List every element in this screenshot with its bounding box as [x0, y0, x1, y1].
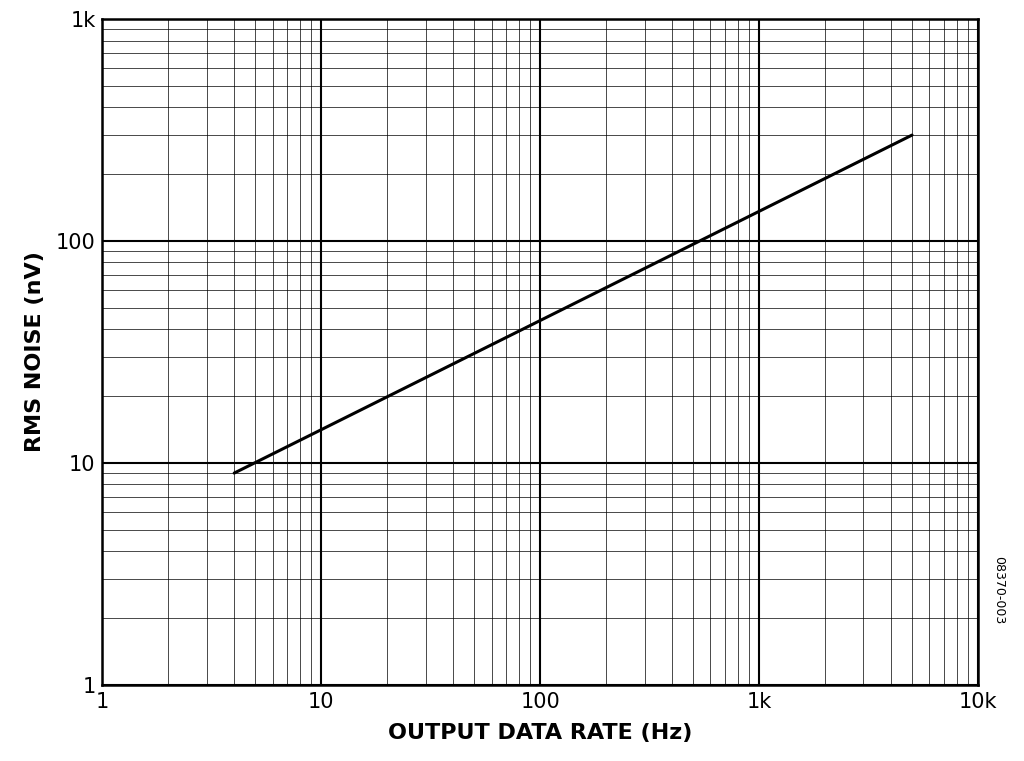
Text: 08370-003: 08370-003 [992, 556, 1005, 624]
X-axis label: OUTPUT DATA RATE (Hz): OUTPUT DATA RATE (Hz) [388, 723, 692, 743]
Y-axis label: RMS NOISE (nV): RMS NOISE (nV) [25, 252, 45, 452]
